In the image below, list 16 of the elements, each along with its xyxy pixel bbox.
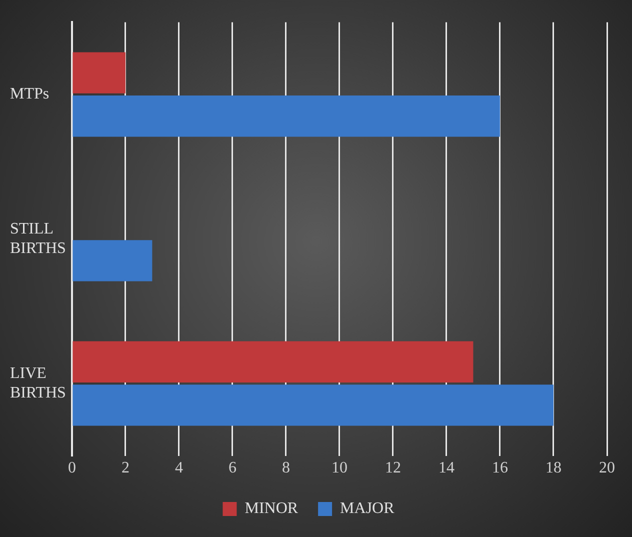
x-tick-label: 10 xyxy=(331,460,348,477)
legend-label: MINOR xyxy=(244,500,298,518)
x-tick-label: 6 xyxy=(228,460,236,477)
x-tick-label: 2 xyxy=(121,460,130,477)
x-tick-label: 16 xyxy=(492,460,508,477)
x-tick-label: 8 xyxy=(282,460,290,477)
x-tick-label: 14 xyxy=(438,460,454,477)
y-tick-label: STILL BIRTHS xyxy=(10,220,66,257)
x-tick-label: 0 xyxy=(68,460,76,477)
x-tick-label: 4 xyxy=(174,460,183,477)
x-tick-label: 12 xyxy=(384,460,401,477)
x-tick-label: 20 xyxy=(599,460,615,477)
legend-label: MAJOR xyxy=(340,500,395,518)
y-tick-label: MTPs xyxy=(10,86,50,103)
x-tick-label: 18 xyxy=(545,460,562,477)
y-tick-label: LIVE BIRTHS xyxy=(10,365,66,402)
